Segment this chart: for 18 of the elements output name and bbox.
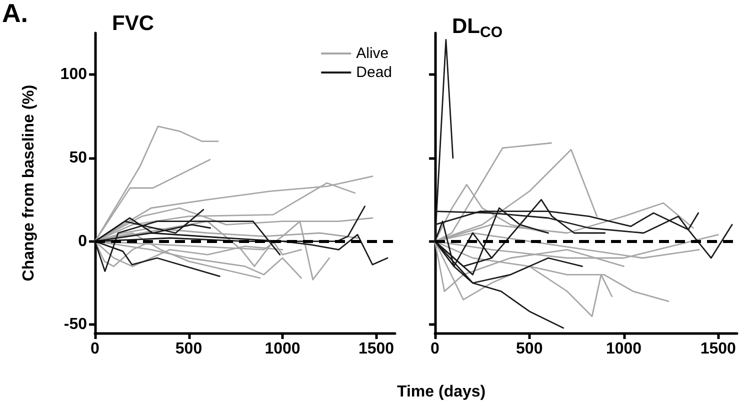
x-tick-label: 500 — [516, 340, 543, 358]
y-tick-label: 0 — [78, 232, 88, 250]
y-axis-title: Change from baseline (%) — [20, 84, 38, 282]
x-axis-title: Time (days) — [397, 384, 486, 400]
x-tick-label: 1000 — [264, 340, 300, 358]
chart-title: FVC — [112, 12, 154, 35]
legend-label: Dead — [356, 64, 392, 81]
x-tick-label: 500 — [175, 340, 202, 358]
x-tick-label: 1500 — [700, 340, 736, 358]
x-tick-label: 1500 — [358, 340, 394, 358]
y-tick-label: 100 — [60, 66, 88, 84]
x-tick-label: 0 — [430, 340, 440, 358]
x-tick-label: 1000 — [606, 340, 642, 358]
y-tick-label: -50 — [64, 316, 88, 334]
y-tick-label: 50 — [69, 150, 88, 166]
x-tick-label: 0 — [90, 340, 100, 358]
legend-label: Alive — [356, 45, 389, 62]
text: A. — [2, 0, 28, 28]
